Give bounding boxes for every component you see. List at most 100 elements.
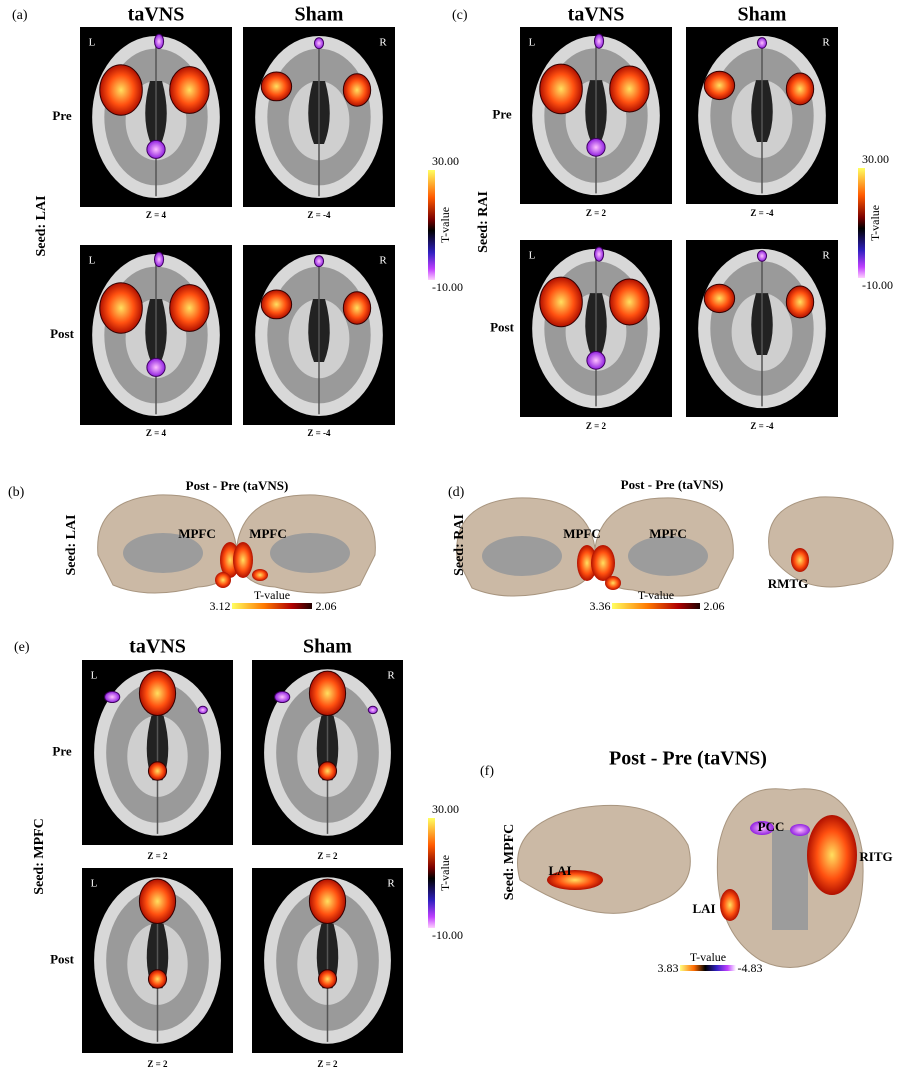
colorbar-title: T-value [690,950,726,964]
colorbar-max: 3.83 [658,961,679,975]
activation [785,285,815,319]
medial-wall [123,533,203,573]
activation [146,357,166,377]
colorbar-min: 2.06 [704,599,725,613]
activation [609,278,650,326]
panel-label: (b) [8,485,25,500]
panel-title: Post - Pre (taVNS) [186,478,289,493]
row-label: Post [490,319,515,334]
colorbar-title: T-value [438,207,452,243]
activation [153,251,165,268]
activation [317,969,338,989]
activation [720,889,740,921]
activation [703,70,736,101]
activation [99,282,143,334]
colorbar-min: -10.00 [432,928,463,942]
slice-label: Z = 4 [146,428,167,438]
slice-label: Z = 2 [586,421,607,431]
hemisphere-marker: L [89,37,96,49]
colorbar-title: T-value [254,588,290,602]
region-label: MPFC [178,526,216,541]
column-header: taVNS [568,4,625,26]
colorbar-max: 30.00 [432,154,459,168]
panel-label: (a) [12,8,28,23]
colorbar-max: 30.00 [432,802,459,816]
region-label: MPFC [649,526,687,541]
colorbar-title: T-value [438,855,452,891]
activation [367,705,378,715]
activation [593,246,605,262]
panel-title: Post - Pre (taVNS) [609,748,767,770]
activation [146,139,166,159]
activation [260,71,293,102]
activation [313,255,325,268]
activation [756,37,768,49]
colorbar [428,818,435,928]
colorbar [612,603,700,609]
row-label: Post [50,951,75,966]
slice-label: Z = 2 [586,208,607,218]
activation [313,37,325,50]
seed-label: Seed: MPFC [502,824,517,901]
colorbar [680,965,736,971]
cortex-lateral [768,496,894,588]
medial-wall [270,533,350,573]
slice-label: Z = -4 [750,208,774,218]
column-header: Sham [738,4,787,26]
region-label: LAI [548,863,571,878]
colorbar-min: -10.00 [432,280,463,294]
activation [153,33,165,50]
activation [791,548,809,572]
colorbar [428,170,435,280]
activation [790,824,810,836]
seed-label: Seed: RAI [476,191,491,253]
activation [539,63,583,115]
activation [591,545,615,581]
region-label: RITG [859,849,892,864]
activation [577,545,597,581]
colorbar [858,168,865,278]
hemisphere-marker: L [529,250,536,262]
column-header: Sham [303,636,352,658]
hemisphere-marker: R [379,255,387,267]
slice-label: Z = -4 [750,421,774,431]
panel-label: (c) [452,8,468,23]
region-label: LAI [692,901,715,916]
column-header: taVNS [129,636,186,658]
hemisphere-marker: L [91,670,98,682]
panel-label: (e) [14,640,30,655]
activation [586,138,606,157]
activation [609,65,650,113]
slice-label: Z = 2 [147,851,168,861]
hemisphere-marker: R [822,37,830,49]
activation [308,878,347,924]
region-label: PCC [758,819,785,834]
activation [342,73,372,107]
slice-label: Z = -4 [307,210,331,220]
panel-title: Post - Pre (taVNS) [621,477,724,492]
colorbar [232,603,312,609]
region-label: MPFC [563,526,601,541]
colorbar-min: -4.83 [738,961,763,975]
activation [785,72,815,106]
slice-label: Z = 2 [147,1059,168,1069]
activation [138,878,177,924]
activation [274,690,291,704]
activation [252,569,268,581]
hemisphere-marker: L [529,37,536,49]
medial-wall [628,536,708,576]
row-label: Pre [52,108,71,123]
row-label: Pre [52,743,71,758]
colorbar-min: -10.00 [862,278,893,292]
medial-wall [482,536,562,576]
hemisphere-marker: L [89,255,96,267]
panel-label: (f) [480,764,494,779]
activation [260,289,293,320]
slice-label: Z = -4 [307,428,331,438]
activation [147,761,168,781]
colorbar-title: T-value [638,588,674,602]
cortex-lateral [517,804,691,914]
slice-label: Z = 2 [317,851,338,861]
activation [703,283,736,314]
